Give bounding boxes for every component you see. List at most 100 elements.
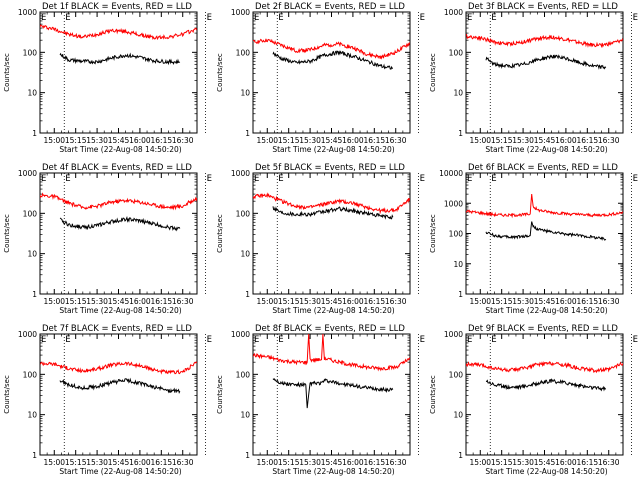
series-events-line (272, 378, 394, 409)
y-tick-label: 10 (453, 89, 463, 98)
y-tick-label: 1000 (231, 8, 250, 17)
marker-label: E (41, 13, 46, 23)
y-axis-label: Counts/sec (429, 214, 437, 253)
marker-label: E (207, 335, 212, 345)
x-tick-label: 16:00 (129, 458, 151, 467)
y-tick-label: 10 (27, 411, 37, 420)
panel-title: Det 5f BLACK = Events, RED = LLD (255, 163, 405, 173)
x-tick-label: 15:45 (534, 458, 556, 467)
series-lld-line (466, 194, 623, 219)
y-tick-label: 100 (449, 230, 464, 239)
x-tick-label: 15:15 (278, 297, 300, 306)
x-tick-label: 15:00 (469, 458, 491, 467)
marker-label: E (41, 335, 46, 345)
panel-det-4: Det 4f BLACK = Events, RED = LLD 1 10 100 10… (3, 163, 212, 315)
marker-label: E (65, 335, 70, 345)
series-events-line (485, 378, 607, 392)
x-tick-label: 15:30 (86, 458, 108, 467)
panel-det-3: Det 3f BLACK = Events, RED = LLD 1 10 100 10… (429, 2, 638, 154)
y-tick-label: 1 (32, 451, 37, 460)
x-tick-label: 15:00 (43, 458, 65, 467)
panel-det-7: Det 7f BLACK = Events, RED = LLD 1 10 100 10… (3, 324, 212, 476)
panel-det-6: Det 6f BLACK = Events, RED = LLD 1 10 100 10… (429, 163, 638, 315)
panel-title: Det 1f BLACK = Events, RED = LLD (42, 2, 192, 12)
y-tick-label: 100 (23, 370, 38, 379)
marker-label: E (467, 335, 472, 345)
y-tick-label: 100 (449, 48, 464, 57)
x-tick-label: 16:00 (555, 297, 577, 306)
marker-label: E (207, 13, 212, 23)
y-axis-label: Counts/sec (216, 53, 224, 92)
y-axis-label: Counts/sec (3, 375, 11, 414)
plot-frame (252, 11, 411, 134)
y-tick-label: 10 (27, 250, 37, 259)
x-tick-label: 16:00 (555, 458, 577, 467)
x-axis-label: Start Time (22-Aug-08 14:50:20) (272, 306, 394, 315)
panel-title: Det 2f BLACK = Events, RED = LLD (255, 2, 405, 12)
panel-det-2: Det 2f BLACK = Events, RED = LLD 1 10 100 10… (216, 2, 425, 154)
x-tick-label: 15:45 (321, 458, 343, 467)
y-tick-label: 10000 (439, 169, 463, 178)
x-tick-label: 15:00 (256, 458, 278, 467)
panel-det-1: Det 1f BLACK = Events, RED = LLD 1 10 100 10… (3, 2, 212, 154)
y-tick-label: 10 (240, 250, 250, 259)
marker-label: E (467, 13, 472, 23)
marker-label: E (467, 174, 472, 184)
marker-label: E (420, 335, 425, 345)
plot-frame (252, 172, 411, 295)
series-lld-line (466, 360, 623, 374)
y-axis-label: Counts/sec (3, 53, 11, 92)
x-tick-label: 15:30 (299, 458, 321, 467)
panel-title: Det 9f BLACK = Events, RED = LLD (468, 324, 618, 334)
x-tick-label: 16:00 (342, 136, 364, 145)
x-tick-label: 15:15 (278, 136, 300, 145)
y-tick-label: 1 (245, 129, 250, 138)
x-tick-label: 16:15 (577, 297, 599, 306)
x-axis-label: Start Time (22-Aug-08 14:50:20) (485, 467, 607, 476)
y-tick-label: 10 (453, 411, 463, 420)
x-tick-label: 15:45 (108, 136, 130, 145)
x-tick-label: 15:30 (299, 136, 321, 145)
x-tick-label: 16:30 (385, 297, 407, 306)
panel-title: Det 8f BLACK = Events, RED = LLD (255, 324, 405, 334)
y-tick-label: 10 (240, 89, 250, 98)
y-tick-label: 1000 (231, 330, 250, 339)
x-tick-label: 16:30 (172, 136, 194, 145)
x-tick-label: 15:30 (86, 297, 108, 306)
x-tick-label: 16:30 (598, 297, 620, 306)
plot-frame (39, 333, 198, 456)
y-tick-label: 1000 (444, 199, 463, 208)
series-events-line (272, 50, 394, 70)
series-events-line (59, 52, 181, 66)
x-axis-label: Start Time (22-Aug-08 14:50:20) (272, 145, 394, 154)
y-tick-label: 1000 (444, 330, 463, 339)
x-axis-label: Start Time (22-Aug-08 14:50:20) (59, 467, 181, 476)
series-lld-line (253, 334, 410, 372)
marker-label: E (254, 174, 259, 184)
y-tick-label: 100 (236, 209, 251, 218)
y-tick-label: 10 (240, 411, 250, 420)
marker-label: E (254, 13, 259, 23)
y-tick-label: 100 (23, 48, 38, 57)
x-tick-label: 15:15 (65, 458, 87, 467)
x-axis-label: Start Time (22-Aug-08 14:50:20) (59, 306, 181, 315)
panel-title: Det 3f BLACK = Events, RED = LLD (468, 2, 618, 12)
x-tick-label: 16:30 (598, 458, 620, 467)
x-axis-label: Start Time (22-Aug-08 14:50:20) (485, 145, 607, 154)
y-tick-label: 1000 (18, 330, 37, 339)
y-tick-label: 1 (458, 451, 463, 460)
y-tick-label: 1 (32, 129, 37, 138)
x-tick-label: 16:30 (172, 458, 194, 467)
series-lld-line (40, 24, 197, 41)
y-tick-label: 100 (236, 48, 251, 57)
x-tick-label: 15:30 (512, 297, 534, 306)
y-tick-label: 1 (32, 290, 37, 299)
y-axis-label: Counts/sec (216, 214, 224, 253)
x-tick-label: 15:00 (469, 136, 491, 145)
y-axis-label: Counts/sec (3, 214, 11, 253)
panel-det-9: Det 9f BLACK = Events, RED = LLD 1 10 100 10… (429, 324, 638, 476)
x-tick-label: 16:30 (385, 458, 407, 467)
y-tick-label: 100 (236, 370, 251, 379)
x-tick-label: 16:00 (555, 136, 577, 145)
x-axis-label: Start Time (22-Aug-08 14:50:20) (59, 145, 181, 154)
